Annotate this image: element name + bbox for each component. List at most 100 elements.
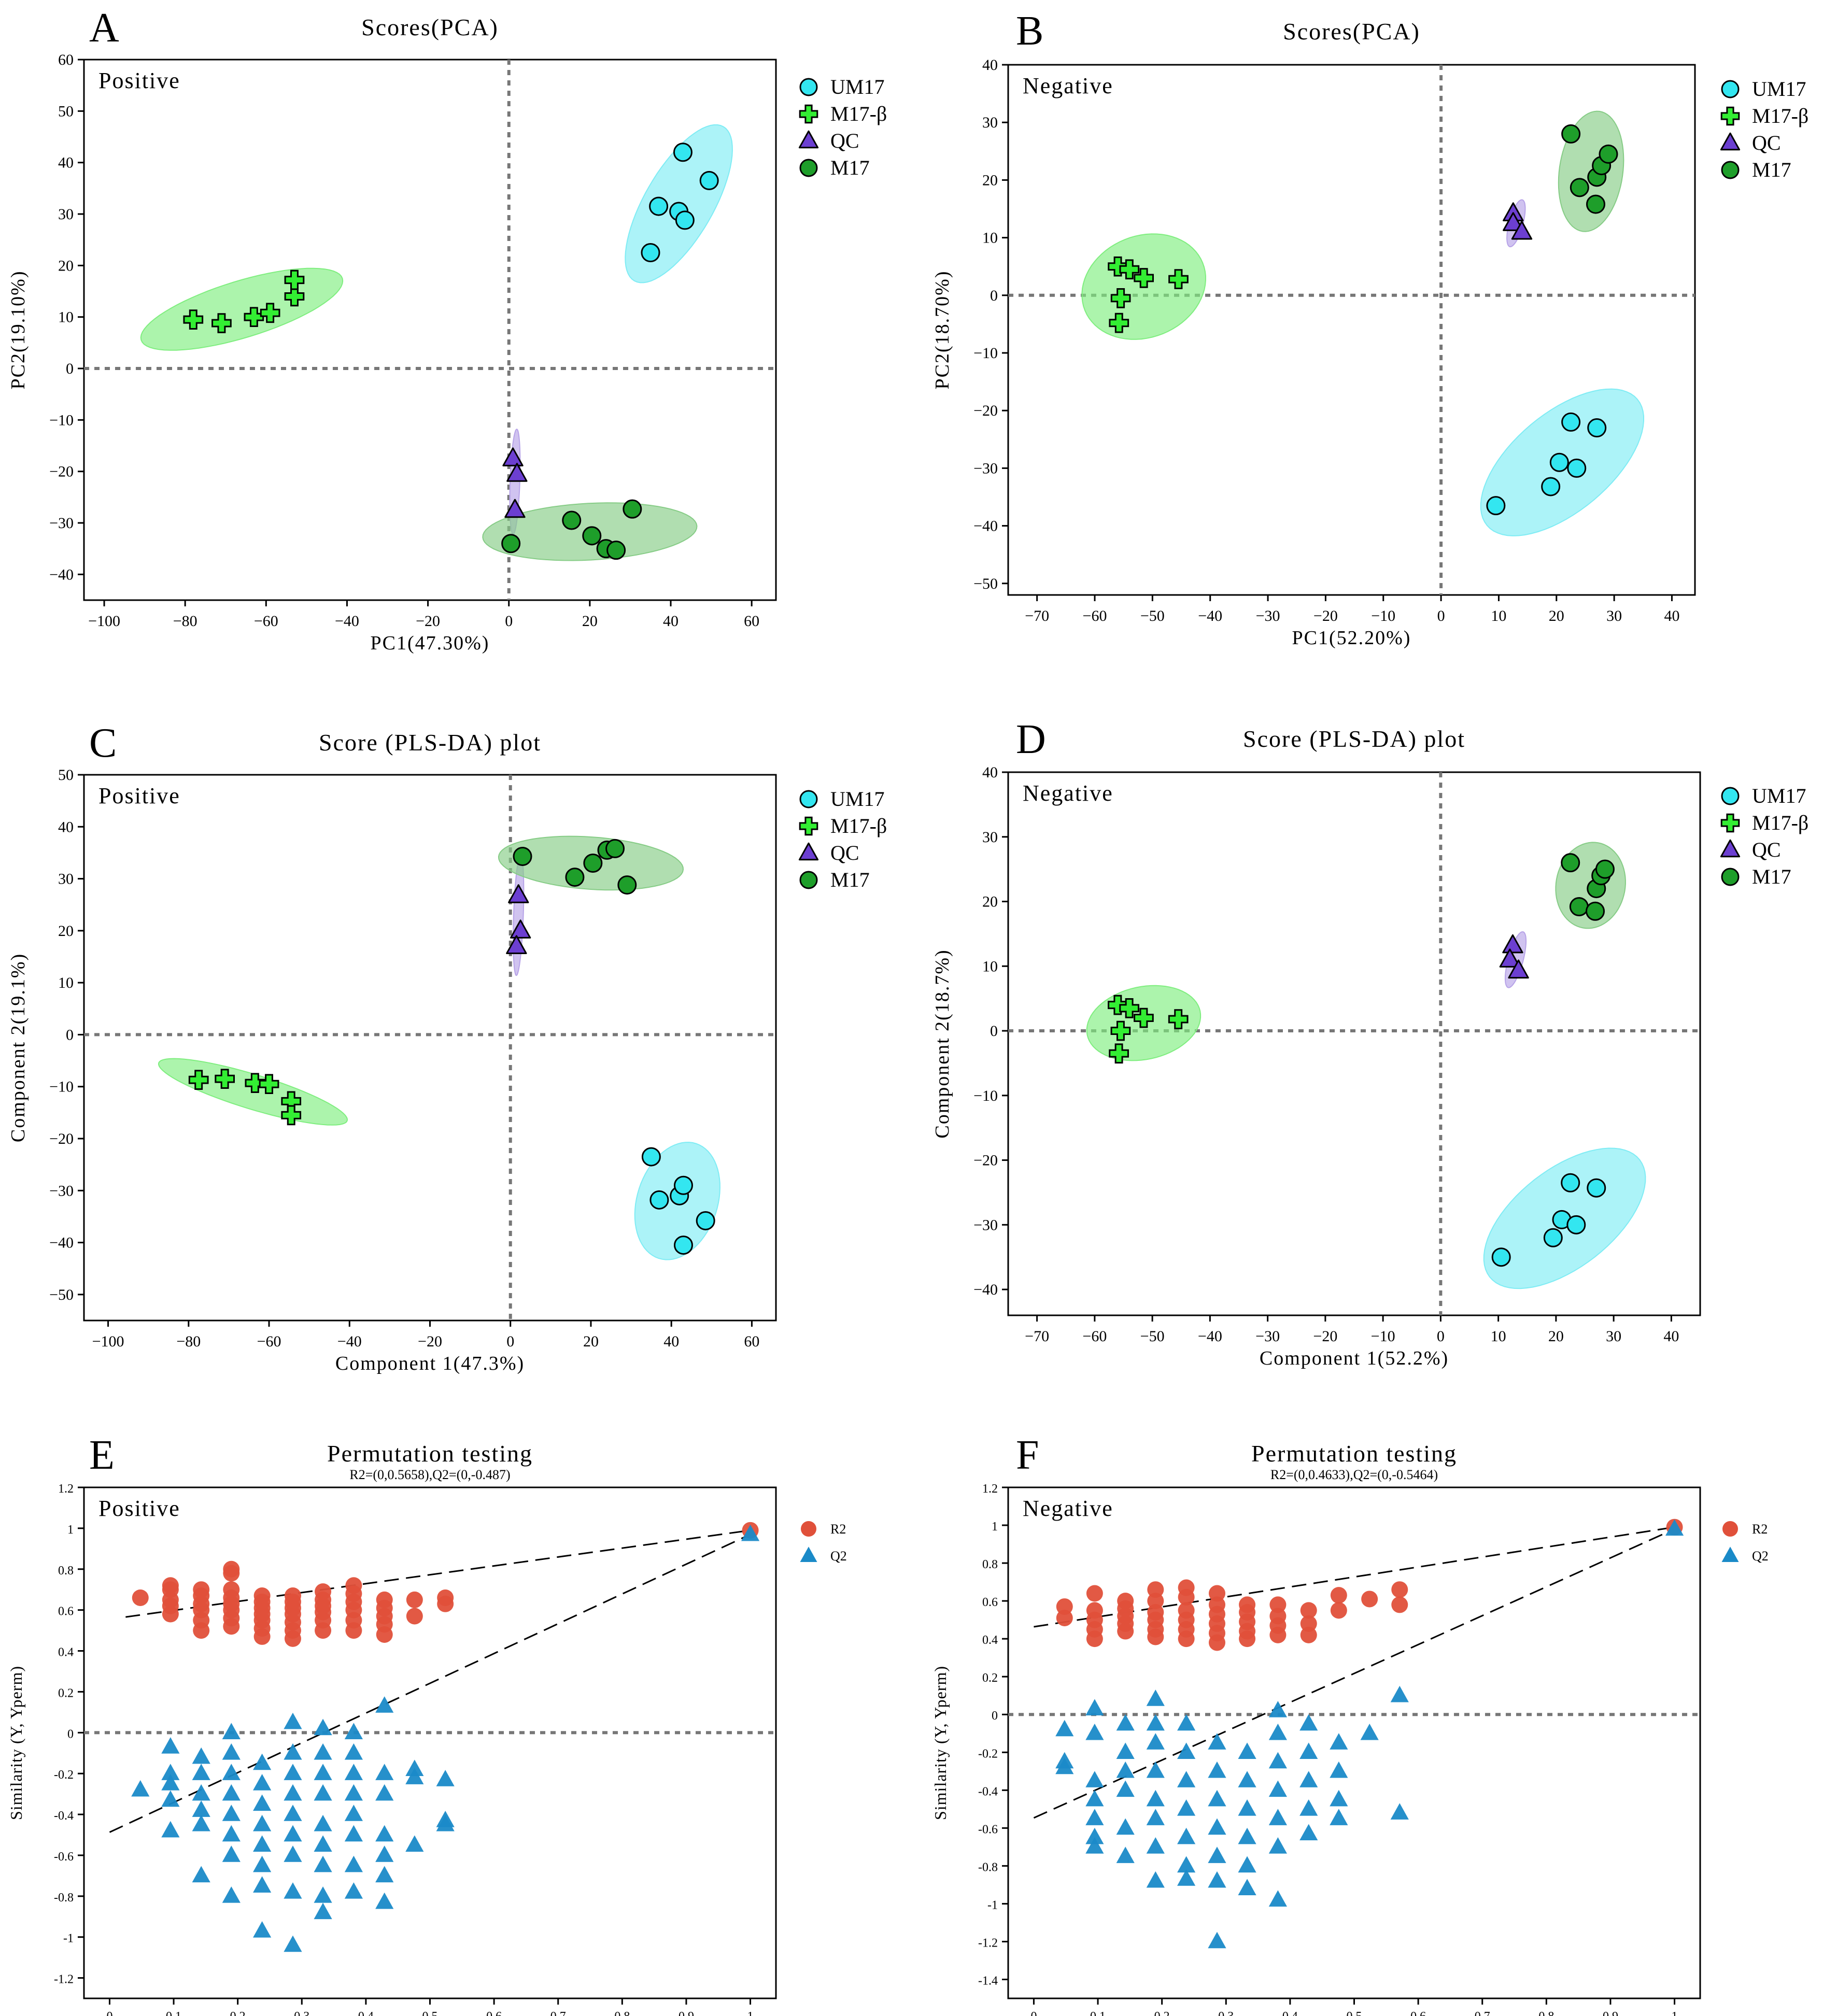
data-point [673, 143, 693, 162]
data-point [284, 1587, 301, 1605]
data-point [375, 1866, 394, 1883]
y-tick-label: 0 [990, 287, 998, 304]
data-point [281, 1105, 302, 1126]
data-point [1208, 1871, 1226, 1888]
panel-c: C Score (PLS-DA) plot−100 −80 −60 −40 −20 0 20 4… [7, 720, 887, 1374]
x-tick-label: 60 [744, 613, 759, 630]
data-point [623, 499, 642, 519]
data-point [1177, 1856, 1196, 1873]
data-point [1268, 1723, 1288, 1740]
data-point [1085, 1827, 1104, 1844]
data-point [223, 1581, 240, 1598]
data-point [1268, 1701, 1288, 1717]
series-m17 [1561, 124, 1618, 214]
y-tick-label: 40 [58, 818, 74, 835]
y-tick-label: 20 [982, 172, 998, 189]
ion-mode-label: Positive [98, 68, 180, 93]
data-point [1168, 1009, 1189, 1029]
data-point [314, 1835, 332, 1852]
x-tick-label: −40 [1198, 607, 1222, 624]
legend-marker [801, 1521, 816, 1537]
y-tick-label: −40 [973, 518, 998, 535]
data-point [1085, 1837, 1104, 1854]
data-point [284, 1764, 302, 1780]
data-point [1116, 1818, 1135, 1835]
data-point [1570, 178, 1589, 197]
legend-item: R2 [1722, 1521, 1768, 1537]
data-point [1390, 1803, 1409, 1820]
data-point [192, 1866, 210, 1883]
series-m17- [1108, 256, 1189, 333]
x-tick-label: 0 [1030, 2010, 1037, 2016]
y-tick-label: −20 [973, 402, 998, 419]
data-point [1177, 1869, 1196, 1886]
x-tick-label: −80 [173, 613, 197, 630]
data-point [253, 1587, 271, 1605]
series-m17- [183, 269, 305, 333]
data-point [314, 1719, 332, 1736]
data-point [1110, 288, 1131, 308]
data-point [222, 1845, 241, 1862]
data-point [1116, 1761, 1135, 1778]
legend-label: M17-β [830, 814, 887, 837]
confidence-ellipse-m17- [140, 267, 344, 351]
y-tick-label: 0.8 [982, 1558, 998, 1571]
data-point [284, 1805, 302, 1821]
data-point [1239, 1596, 1256, 1613]
x-tick-label: −100 [92, 1333, 124, 1350]
series-qc [502, 447, 528, 518]
legend-label: M17 [830, 156, 870, 179]
data-point [1147, 1581, 1164, 1598]
y-axis-label: PC2(19.10%) [7, 271, 29, 390]
data-point [375, 1845, 394, 1862]
data-point [1238, 1856, 1256, 1873]
data-point [192, 1814, 210, 1832]
data-point [583, 853, 603, 873]
legend-item: R2 [801, 1521, 846, 1537]
data-point [375, 1696, 394, 1713]
x-tick-label: −40 [1198, 1328, 1222, 1345]
legend-marker [798, 130, 819, 149]
data-point [314, 1814, 332, 1832]
legend-item: M17-β [799, 814, 887, 837]
data-point [506, 935, 527, 955]
x-axis-label: Component 1(52.2%) [1260, 1347, 1449, 1369]
y-tick-label: 0 [66, 1026, 74, 1043]
data-point [193, 1581, 210, 1598]
data-point [1085, 1723, 1104, 1740]
x-tick-label: 0.4 [358, 2010, 374, 2016]
x-tick-label: 0 [506, 1333, 514, 1350]
data-point [1208, 1585, 1225, 1602]
legend-item: Q2 [800, 1546, 847, 1564]
y-tick-label: −10 [49, 1078, 74, 1096]
x-tick-label: 0.3 [294, 2010, 309, 2016]
data-point [506, 463, 528, 482]
x-axis-label: PC1(52.20%) [1292, 627, 1411, 649]
y-tick-label: 10 [58, 309, 74, 326]
legend-item: QC [798, 841, 859, 864]
data-point [1360, 1723, 1379, 1740]
data-point [406, 1608, 423, 1625]
data-point [192, 1784, 210, 1801]
data-point [314, 1743, 332, 1760]
x-tick-label: −60 [1082, 1328, 1107, 1345]
data-point [344, 1825, 363, 1842]
x-tick-label: 20 [583, 1333, 599, 1350]
x-tick-label: −20 [1313, 1328, 1337, 1345]
data-point [375, 1764, 394, 1780]
legend-item: M17-β [1720, 811, 1808, 834]
data-point [1116, 1714, 1135, 1731]
data-point [284, 1882, 302, 1899]
y-tick-label: 10 [982, 958, 998, 975]
data-point [1511, 220, 1533, 240]
data-point [1178, 1579, 1195, 1596]
y-tick-label: 40 [982, 764, 998, 781]
plot-area [158, 835, 720, 1260]
data-point [437, 1589, 454, 1606]
legend-label: R2 [1752, 1522, 1768, 1537]
data-point [1499, 948, 1521, 968]
data-point [1085, 1699, 1104, 1716]
data-point [1486, 496, 1506, 516]
data-point [1208, 1596, 1225, 1613]
data-point [605, 839, 625, 858]
